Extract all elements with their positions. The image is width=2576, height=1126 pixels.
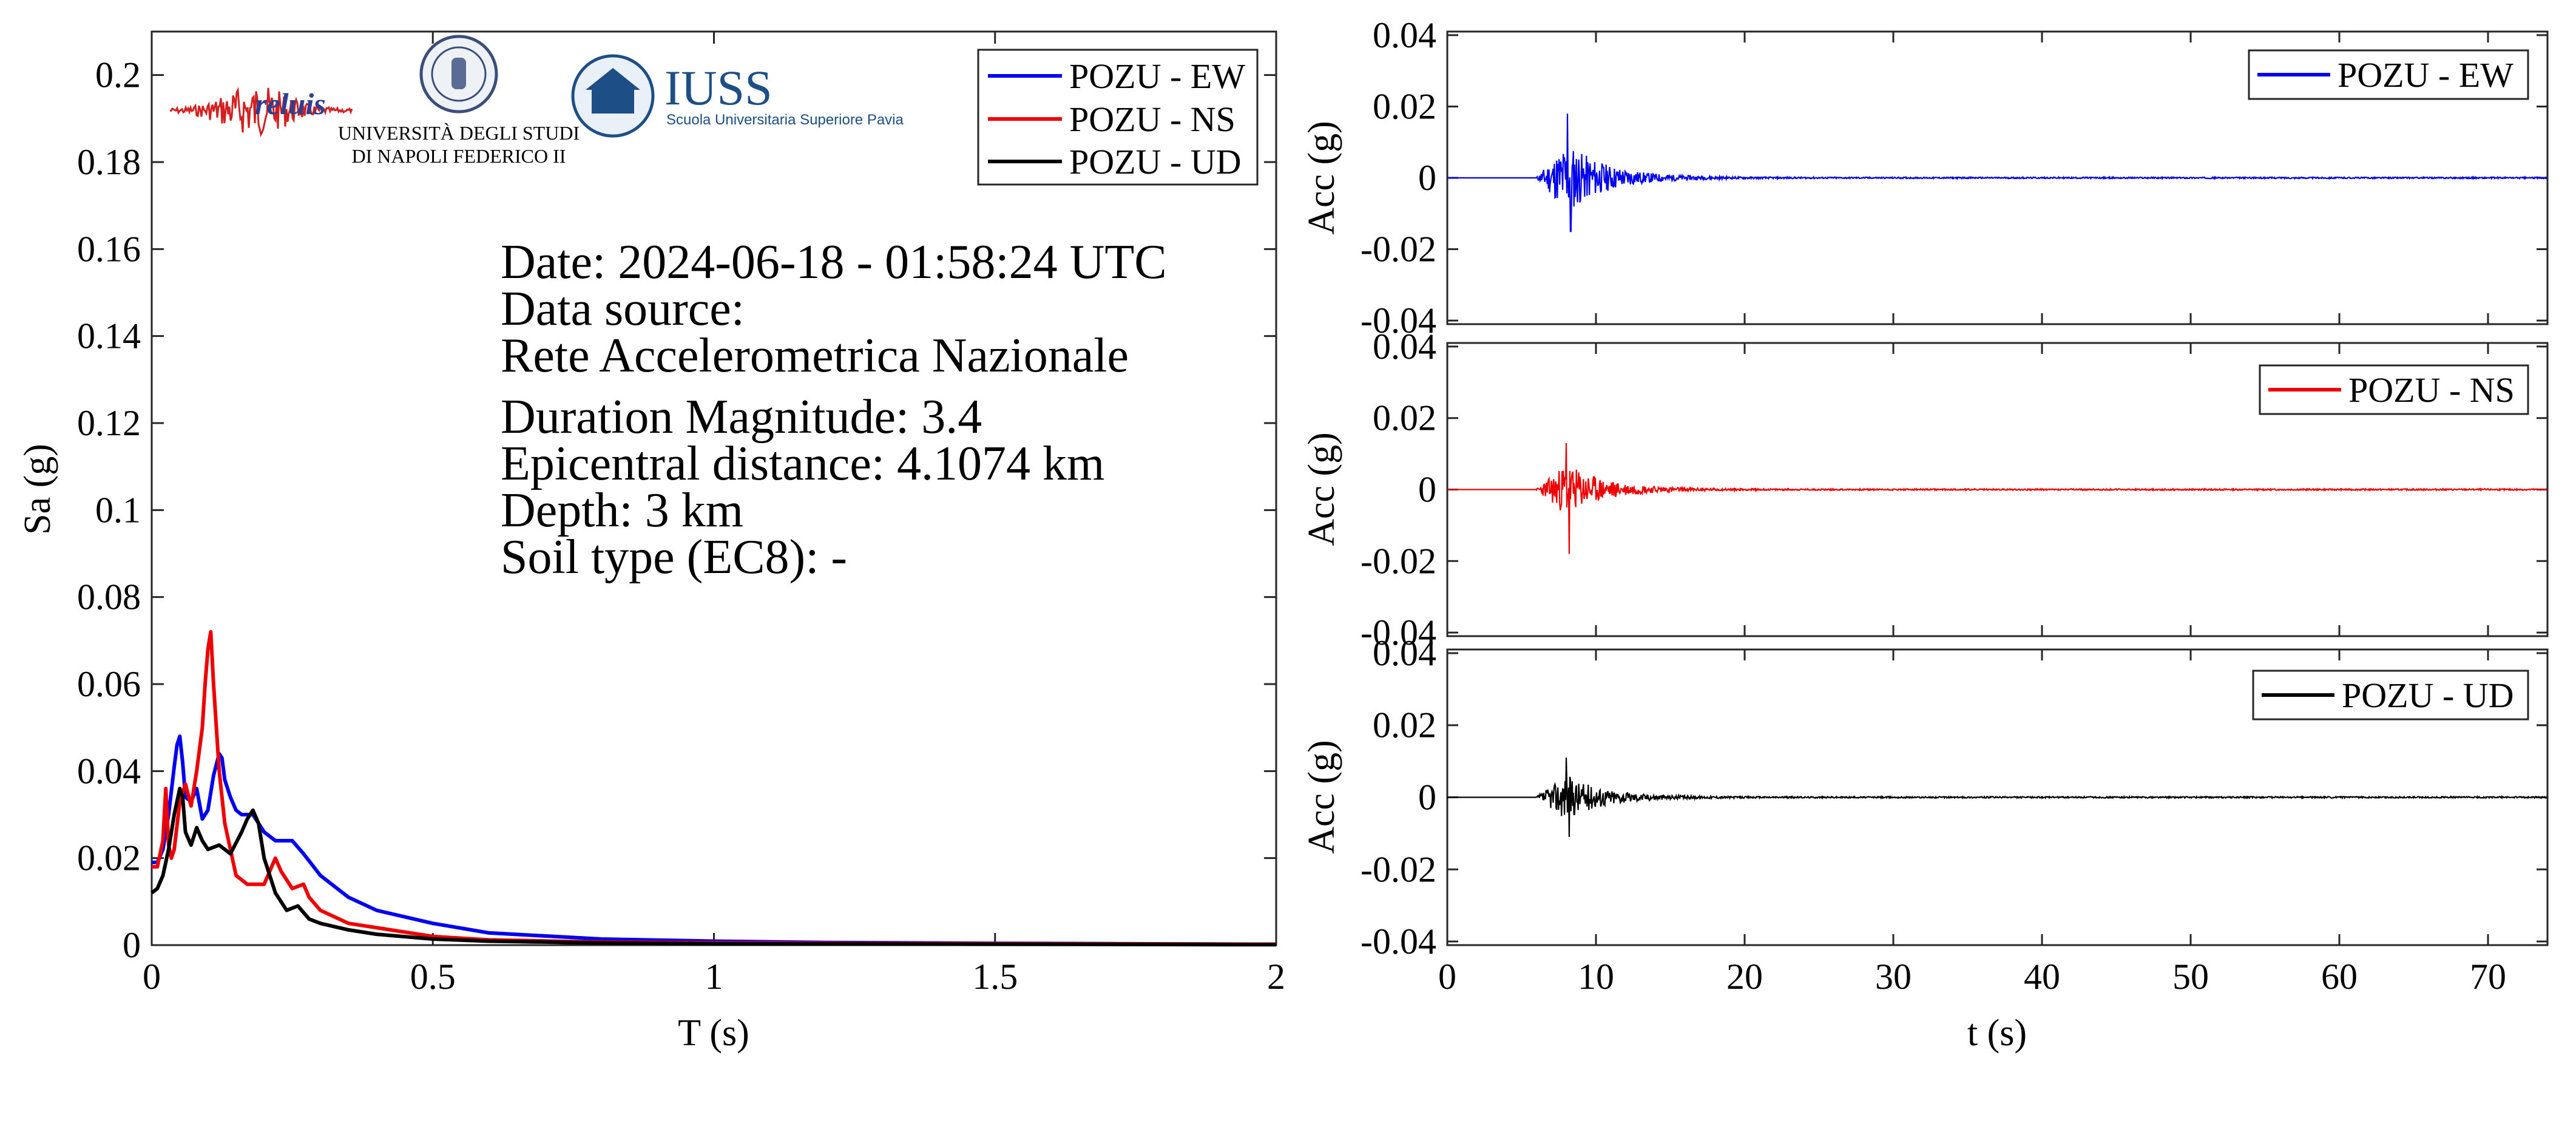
spectrum-ytick-label: 0.08 — [77, 577, 141, 617]
acc-xtick-label: 20 — [1726, 957, 1763, 997]
reluis-wave-line — [169, 86, 353, 137]
acc-ytick-label: 0.02 — [1373, 86, 1436, 126]
spectrum-xtick-label: 1 — [705, 957, 723, 997]
spectrum-series-ud — [150, 787, 1277, 947]
acceleration-panel-ew: -0.04 -0.02 0 0.02 0.04 POZU - EW Acc (g) — [1301, 15, 2549, 341]
spectrum-xlabel: T (s) — [678, 1012, 749, 1054]
acc-ticks-ud: -0.04 -0.02 0 0.02 0.04 0 10 20 30 40 50 60 70 — [1361, 633, 2547, 997]
unina-line2: DI NAPOLI FEDERICO II — [352, 145, 566, 167]
acc-ytick-label: 0.02 — [1373, 398, 1436, 438]
unina-line1: UNIVERSITÀ DEGLI STUDI — [338, 122, 580, 144]
acc-xtick-label: 30 — [1875, 957, 1912, 997]
spectrum-ytick-label: 0.02 — [77, 838, 141, 878]
spectrum-series-ns — [152, 630, 1277, 946]
spectrum-xtick-label: 2 — [1267, 957, 1285, 997]
acc-ylabel-ns: Acc (g) — [1301, 432, 1342, 546]
acc-xtick-label: 10 — [1578, 957, 1614, 997]
acc-xtick-label: 70 — [2470, 957, 2506, 997]
acc-ticks-ns: -0.04 -0.02 0 0.02 0.04 — [1361, 327, 2547, 653]
spectrum-series-ew — [152, 734, 1277, 946]
acc-ytick-label: -0.04 — [1361, 921, 1436, 962]
acc-trace-ew — [1447, 114, 2547, 232]
spectrum-ylabel: Sa (g) — [17, 444, 58, 535]
legend-label-ew: POZU - EW — [1069, 56, 1245, 96]
spectrum-ytick-label: 0.12 — [77, 403, 141, 443]
epicentral-distance: Epicentral distance: 4.1074 km — [501, 437, 1104, 490]
acc-xtick-label: 40 — [2024, 957, 2060, 997]
response-spectrum-panel: 0 0.02 0.04 0.06 0.08 0.1 0.12 0.14 0.16 0.18 0.2 0… — [17, 30, 1285, 1054]
spectrum-xtick-label: 0.5 — [410, 957, 456, 997]
acc-series-ud — [1447, 758, 2547, 837]
acc-legend-label-ns: POZU - NS — [2348, 370, 2515, 410]
acc-ytick-label: -0.04 — [1361, 300, 1436, 341]
spectrum-ytick-label: 0.18 — [77, 142, 141, 182]
spectrum-xtick-label: 1.5 — [972, 957, 1018, 997]
iuss-name: IUSS — [664, 60, 772, 115]
spectrum-lines — [150, 630, 1277, 947]
acc-xtick-label: 60 — [2321, 957, 2358, 997]
data-source: Rete Accelerometrica Nazionale — [501, 329, 1129, 382]
acc-series-ew — [1447, 114, 2547, 232]
iuss-emblem-roof — [586, 68, 640, 90]
acc-ytick-label: -0.02 — [1361, 541, 1436, 581]
spectrum-ytick-label: 0 — [123, 925, 141, 965]
acc-legend-label-ud: POZU - UD — [2342, 676, 2514, 715]
acc-series-ns — [1447, 443, 2547, 554]
acc-ytick-label: -0.04 — [1361, 612, 1436, 653]
spectrum-xtick-label: 0 — [143, 957, 161, 997]
acc-ytick-label: 0.04 — [1373, 633, 1436, 673]
legend-label-ns: POZU - NS — [1069, 100, 1236, 139]
acc-ylabel-ew: Acc (g) — [1301, 121, 1342, 235]
spectrum-ytick-label: 0.1 — [95, 490, 141, 530]
spectrum-ytick-label: 0.06 — [77, 664, 141, 704]
spectrum-ytick-label: 0.04 — [77, 751, 141, 791]
spectrum-ytick-label: 0.16 — [77, 229, 141, 269]
acc-xtick-label: 50 — [2172, 957, 2209, 997]
unina-seal-figure — [451, 58, 466, 89]
unina-logo: UNIVERSITÀ DEGLI STUDI DI NAPOLI FEDERIC… — [338, 35, 580, 167]
acc-xtick-label: 0 — [1438, 957, 1456, 997]
acc-ylabel-ud: Acc (g) — [1301, 740, 1342, 854]
duration-magnitude: Duration Magnitude: 3.4 — [501, 390, 982, 444]
iuss-logo: IUSS Scuola Universitaria Superiore Pavi… — [571, 54, 904, 138]
acc-ytick-label: 0 — [1418, 778, 1436, 818]
unina-seal-inner — [431, 46, 487, 102]
acc-trace-ud — [1447, 758, 2547, 837]
acc-ytick-label: 0.04 — [1373, 327, 1436, 367]
spectrum-ytick-label: 0.14 — [77, 316, 141, 356]
acc-trace-ns — [1447, 443, 2547, 554]
soil-type: Soil type (EC8): - — [501, 531, 847, 584]
depth: Depth: 3 km — [501, 484, 743, 537]
acceleration-panel-ns: -0.04 -0.02 0 0.02 0.04 POZU - NS Acc (g) — [1301, 327, 2549, 653]
reluis-logo-text: reluis — [255, 87, 326, 121]
event-info: Date: 2024-06-18 - 01:58:24 UTC Data sou… — [501, 236, 1167, 584]
acc-ytick-label: 0 — [1418, 470, 1436, 510]
iuss-subtitle: Scuola Universitaria Superiore Pavia — [666, 112, 904, 128]
event-date: Date: 2024-06-18 - 01:58:24 UTC — [501, 236, 1167, 289]
acc-xlabel: t (s) — [1967, 1012, 2027, 1054]
spectrum-ytick-label: 0.2 — [95, 55, 141, 95]
acc-ytick-label: -0.02 — [1361, 229, 1436, 270]
spectrum-legend: POZU - EW POZU - NS POZU - UD — [977, 49, 1259, 186]
reluis-wave-icon — [169, 86, 353, 137]
acc-ticks-ew: -0.04 -0.02 0 0.02 0.04 — [1361, 15, 2547, 341]
acc-ytick-label: 0.04 — [1373, 15, 1436, 55]
spectrum-ticks: 0 0.02 0.04 0.06 0.08 0.1 0.12 0.14 0.16 0.18 0.2 0… — [77, 32, 1285, 997]
acc-ytick-label: 0.02 — [1373, 705, 1436, 745]
acc-ytick-label: 0 — [1418, 158, 1436, 198]
legend-label-ud: POZU - UD — [1069, 142, 1242, 181]
data-source-label: Data source: — [501, 282, 745, 336]
reluis-logo: reluis — [169, 86, 353, 137]
acc-legend-label-ew: POZU - EW — [2338, 55, 2513, 95]
acceleration-panel-ud: -0.04 -0.02 0 0.02 0.04 0 10 20 30 40 50 60 70 POZU … — [1301, 633, 2549, 1054]
iuss-emblem-building — [592, 88, 634, 114]
acc-ytick-label: -0.02 — [1361, 849, 1436, 889]
